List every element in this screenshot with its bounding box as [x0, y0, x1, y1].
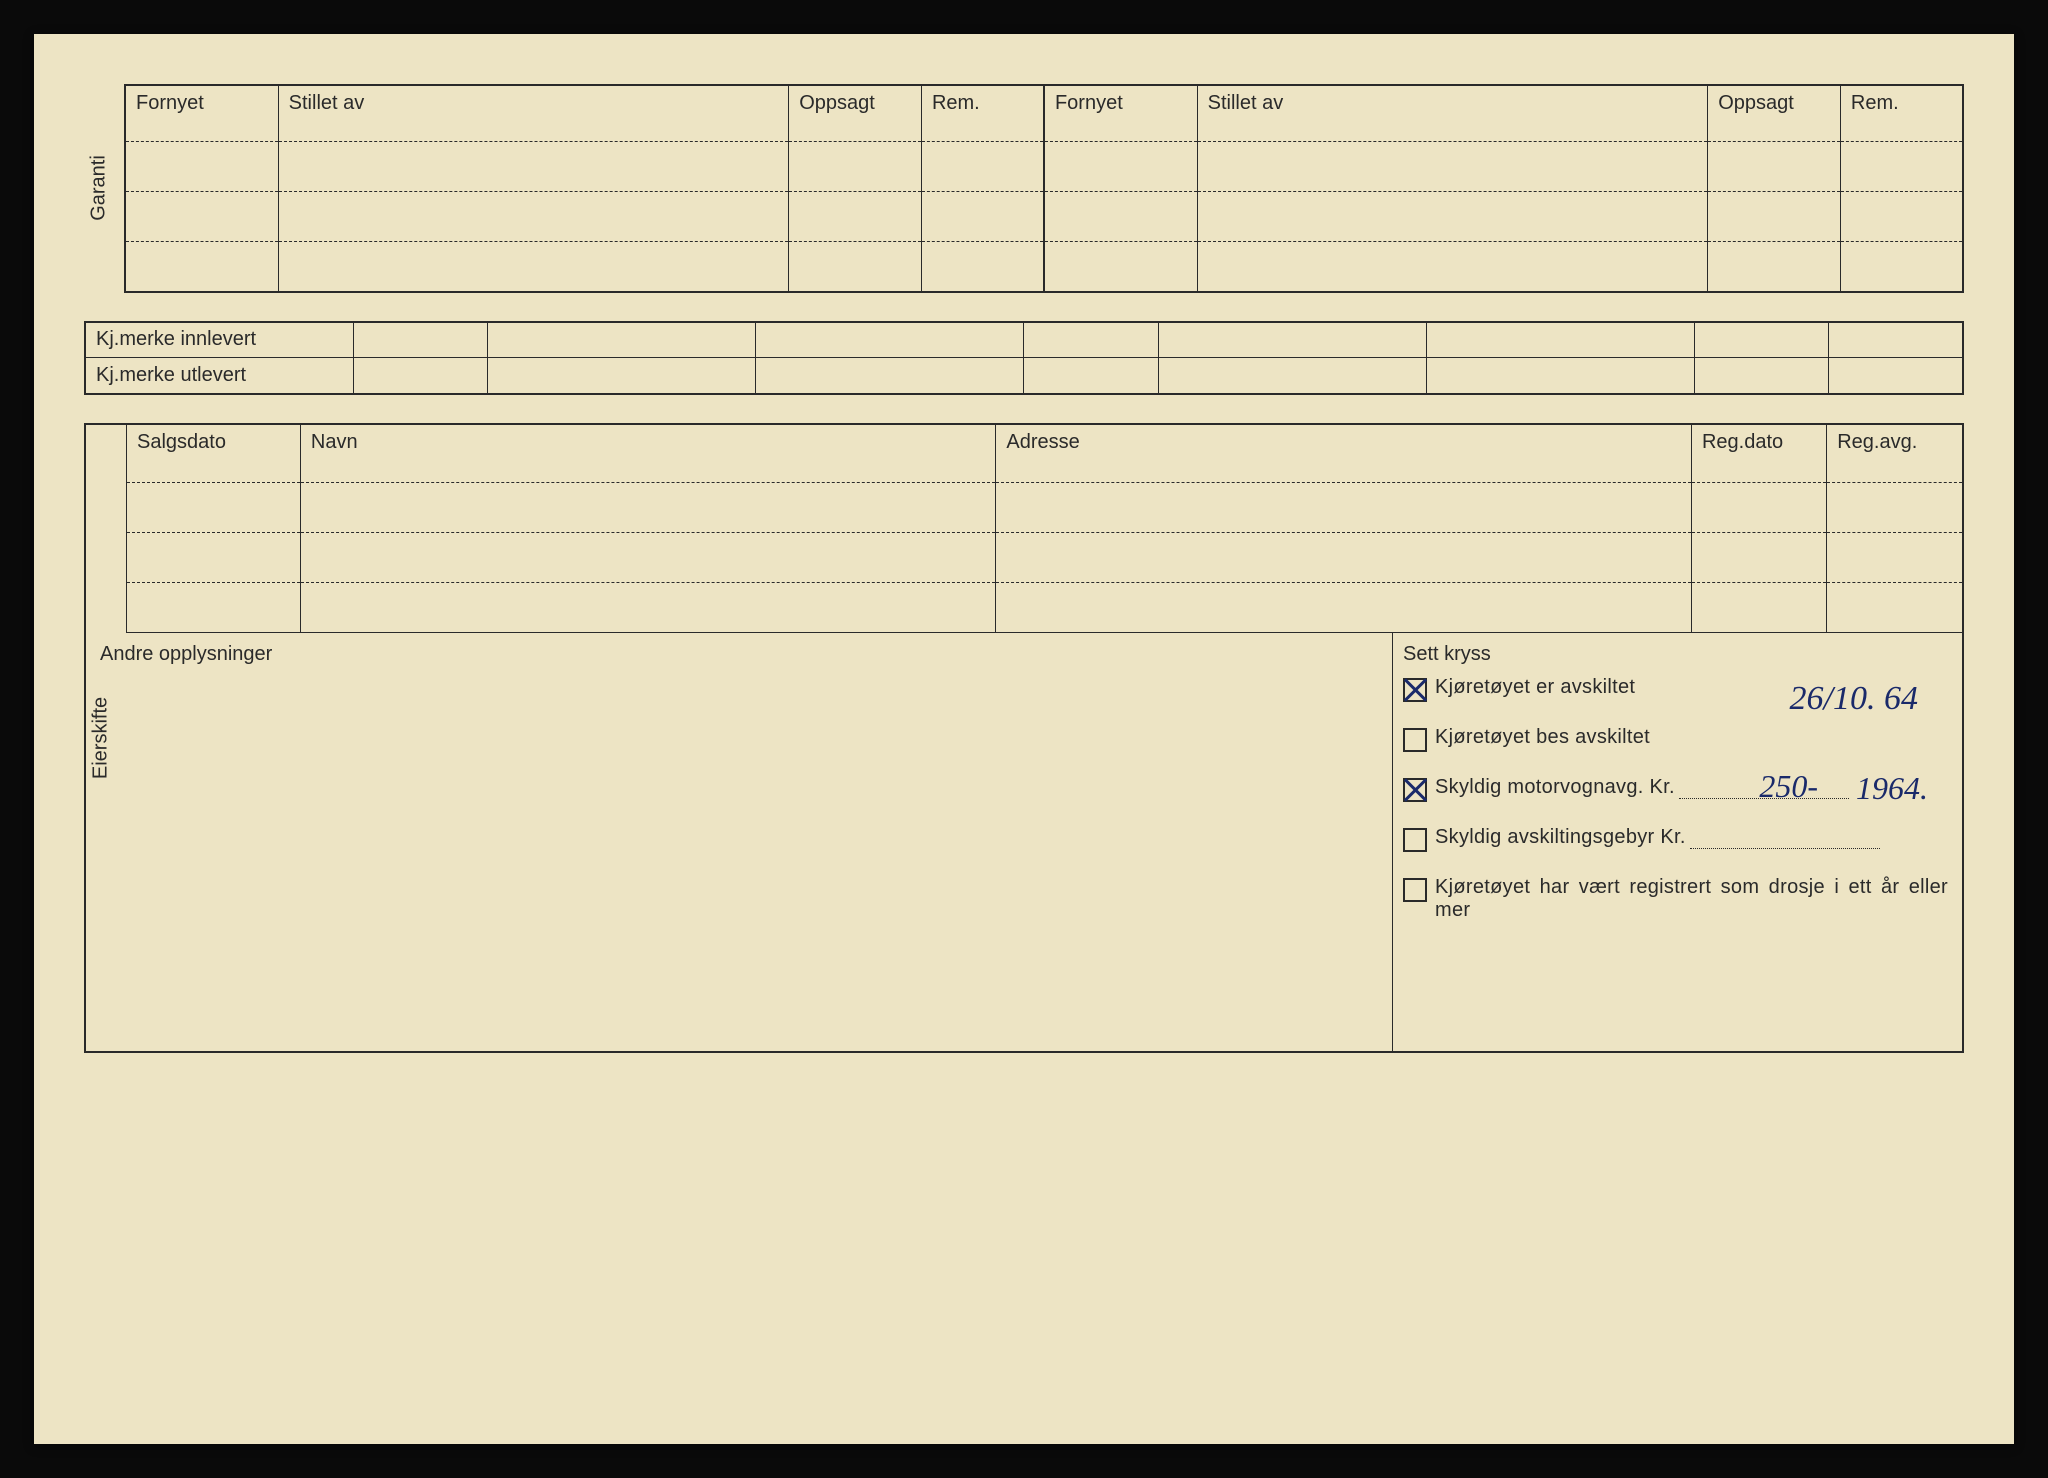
sett-kryss-title: Sett kryss	[1403, 643, 1948, 666]
andre-opplysninger: Andre opplysninger	[86, 633, 1392, 1051]
th-adresse: Adresse	[996, 425, 1692, 483]
th-rem-2: Rem.	[1840, 85, 1963, 142]
kjmerke-innlevert-label: Kj.merke innlevert	[85, 322, 353, 358]
checkbox-drosje[interactable]	[1403, 878, 1427, 902]
kjmerke-table: Kj.merke innlevert Kj.merke utlevert	[84, 321, 1964, 395]
handwritten-date: 26/10. 64	[1790, 680, 1918, 718]
eierskifte-section: Eierskifte Salgsdato Navn Adresse Reg.da…	[84, 423, 1964, 1053]
check-row-drosje: Kjøretøyet har vært registrert som drosj…	[1403, 876, 1948, 922]
garanti-vlabel: Garanti	[87, 155, 110, 221]
bottom-section: Andre opplysninger Sett kryss Kjøretøyet…	[84, 633, 1964, 1053]
kjmerke-section: Kj.merke innlevert Kj.merke utlevert	[84, 321, 1964, 395]
th-oppsagt-2: Oppsagt	[1708, 85, 1841, 142]
checkbox-bes-avskiltet[interactable]	[1403, 728, 1427, 752]
th-regdato: Reg.dato	[1691, 425, 1826, 483]
th-rem-1: Rem.	[921, 85, 1044, 142]
handwritten-amount: 250-	[1759, 768, 1818, 805]
check-row-avskiltet: Kjøretøyet er avskiltet 26/10. 64	[1403, 676, 1948, 702]
garanti-row	[125, 242, 1963, 292]
registration-card: Garanti Fornyet Stillet av Oppsagt Rem. …	[34, 34, 2014, 1444]
eierskifte-row	[127, 532, 1963, 582]
th-stillet-1: Stillet av	[278, 85, 789, 142]
label-drosje: Kjøretøyet har vært registrert som drosj…	[1435, 876, 1948, 922]
garanti-table: Fornyet Stillet av Oppsagt Rem. Fornyet …	[124, 84, 1964, 293]
checkbox-motorvognavg[interactable]	[1403, 778, 1427, 802]
check-row-motorvognavg: Skyldig motorvognavg. Kr. 250- 1964.	[1403, 776, 1948, 802]
th-fornyet-1: Fornyet	[125, 85, 278, 142]
garanti-row	[125, 192, 1963, 242]
handwritten-year: 1964.	[1856, 770, 1928, 807]
andre-label: Andre opplysninger	[100, 643, 272, 665]
eierskifte-row	[127, 482, 1963, 532]
label-bes-avskiltet: Kjøretøyet bes avskiltet	[1435, 726, 1948, 749]
garanti-row	[125, 142, 1963, 192]
kjmerke-innlevert-row: Kj.merke innlevert	[85, 322, 1963, 358]
check-row-avskiltingsgebyr: Skyldig avskiltingsgebyr Kr.	[1403, 826, 1948, 852]
th-navn: Navn	[300, 425, 996, 483]
eierskifte-table: Salgsdato Navn Adresse Reg.dato Reg.avg.	[126, 425, 1962, 633]
label-avskiltingsgebyr: Skyldig avskiltingsgebyr Kr.	[1435, 826, 1948, 849]
th-fornyet-2: Fornyet	[1044, 85, 1197, 142]
checkbox-avskiltingsgebyr[interactable]	[1403, 828, 1427, 852]
th-stillet-2: Stillet av	[1197, 85, 1708, 142]
th-salgsdato: Salgsdato	[127, 425, 301, 483]
eierskifte-row	[127, 582, 1963, 632]
garanti-section: Garanti Fornyet Stillet av Oppsagt Rem. …	[84, 84, 1964, 293]
kjmerke-utlevert-row: Kj.merke utlevert	[85, 358, 1963, 394]
eierskifte-vlabel: Eierskifte	[90, 696, 113, 778]
checkbox-avskiltet[interactable]	[1403, 678, 1427, 702]
th-regavg: Reg.avg.	[1827, 425, 1962, 483]
check-row-bes-avskiltet: Kjøretøyet bes avskiltet	[1403, 726, 1948, 752]
th-oppsagt-1: Oppsagt	[789, 85, 922, 142]
kjmerke-utlevert-label: Kj.merke utlevert	[85, 358, 353, 394]
sett-kryss-panel: Sett kryss Kjøretøyet er avskiltet 26/10…	[1392, 633, 1962, 1051]
